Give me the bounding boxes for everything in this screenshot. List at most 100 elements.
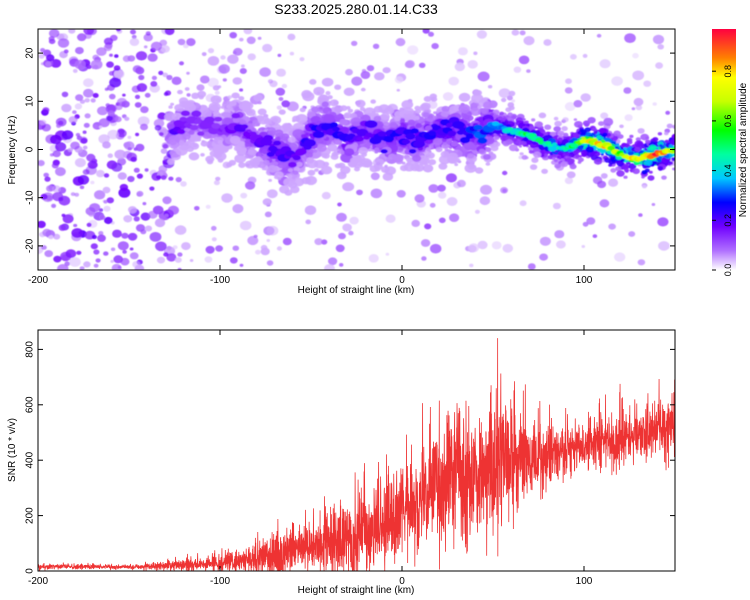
spectral-blob <box>359 106 366 112</box>
spectral-blob <box>305 151 313 158</box>
spectral-blob <box>292 170 299 175</box>
noise-blob <box>61 130 74 140</box>
spectral-blob <box>523 138 528 142</box>
spectral-blob <box>507 112 513 117</box>
noise-blob <box>68 116 78 124</box>
noise-blob <box>186 93 191 97</box>
ridge-core-blob <box>491 121 500 127</box>
noise-blob <box>599 59 611 69</box>
noise-blob <box>239 68 247 74</box>
noise-blob <box>281 83 288 89</box>
ridge-core-blob <box>179 116 187 122</box>
noise-blob <box>44 176 51 182</box>
spectral-blob <box>551 157 556 161</box>
spectral-blob <box>261 128 265 131</box>
noise-blob <box>48 29 60 38</box>
x-tick-label: 100 <box>576 576 593 587</box>
spectral-blob <box>493 141 501 147</box>
noise-blob <box>140 229 147 235</box>
noise-blob <box>92 93 99 98</box>
noise-blob <box>97 234 106 242</box>
ridge-core-blob <box>189 124 199 131</box>
noise-blob <box>103 205 111 212</box>
noise-blob <box>220 55 226 60</box>
spectral-blob <box>284 189 293 196</box>
spectral-blob <box>339 118 348 126</box>
spectral-blob <box>168 105 173 109</box>
noise-blob <box>149 232 162 242</box>
spectral-blob <box>482 101 494 110</box>
noise-blob <box>637 259 646 266</box>
spectral-blob <box>357 163 361 167</box>
spectral-blob <box>544 124 552 130</box>
noise-blob <box>107 153 114 158</box>
noise-blob <box>207 56 220 66</box>
ridge-core-blob <box>208 127 220 135</box>
spectral-blob <box>575 154 580 158</box>
noise-blob <box>74 103 83 110</box>
ridge-core-blob <box>452 121 465 129</box>
spectral-blob <box>425 147 431 152</box>
noise-blob <box>411 219 421 227</box>
noise-blob <box>186 71 190 75</box>
colorbar-tick-label: 0.0 <box>723 264 733 277</box>
spectral-blob <box>544 153 548 156</box>
spectral-blob <box>287 136 296 143</box>
noise-blob <box>643 80 652 87</box>
noise-blob <box>122 93 126 97</box>
spectral-blob <box>288 181 298 189</box>
noise-blob <box>156 175 162 180</box>
ridge-core-blob <box>551 142 558 146</box>
spectral-blob <box>233 145 242 152</box>
spectral-blob <box>553 126 561 132</box>
noise-blob <box>336 212 347 222</box>
spectral-blob <box>429 93 437 100</box>
noise-blob <box>642 184 647 189</box>
spectral-blob <box>266 126 271 130</box>
spectral-blob <box>478 148 486 154</box>
noise-blob <box>304 205 317 215</box>
noise-blob <box>511 99 516 103</box>
noise-blob <box>144 92 151 98</box>
spectral-blob <box>569 163 577 170</box>
spectral-blob <box>644 159 653 166</box>
spectral-blob <box>493 133 497 136</box>
snr-y-ticks: 0 200 400 600 800 <box>25 341 675 574</box>
noise-blob <box>90 243 98 250</box>
noise-blob <box>158 132 164 137</box>
noise-blob <box>385 214 396 223</box>
noise-blob <box>328 257 338 266</box>
spectral-blob <box>362 159 373 168</box>
spectral-blob <box>234 154 247 164</box>
noise-blob <box>84 98 90 103</box>
noise-blob <box>40 48 46 53</box>
spectral-blob <box>177 89 183 95</box>
noise-blob <box>82 130 87 134</box>
noise-blob <box>154 124 162 131</box>
noise-blob <box>207 48 215 54</box>
noise-blob <box>473 51 478 56</box>
spectral-blob <box>634 140 644 148</box>
spectral-blob <box>577 157 584 163</box>
noise-blob <box>229 257 238 264</box>
spectral-blob <box>247 149 255 155</box>
noise-blob <box>658 241 670 251</box>
spectral-blob <box>450 141 459 147</box>
noise-blob <box>42 228 52 237</box>
spectral-blob <box>495 115 499 118</box>
noise-blob <box>129 247 134 251</box>
noise-blob <box>135 132 140 137</box>
noise-blob <box>395 38 406 47</box>
spectral-blob <box>422 164 434 173</box>
spectral-blob <box>454 104 460 109</box>
spectral-blob <box>358 147 369 155</box>
spectral-blob <box>531 118 536 122</box>
spectral-blob <box>519 152 524 156</box>
spectral-blob <box>384 166 396 176</box>
y-tick-label: 600 <box>25 396 36 413</box>
noise-blob <box>342 223 352 232</box>
noise-blob <box>498 88 511 98</box>
spectral-blob <box>217 158 224 163</box>
noise-blob <box>442 92 454 101</box>
